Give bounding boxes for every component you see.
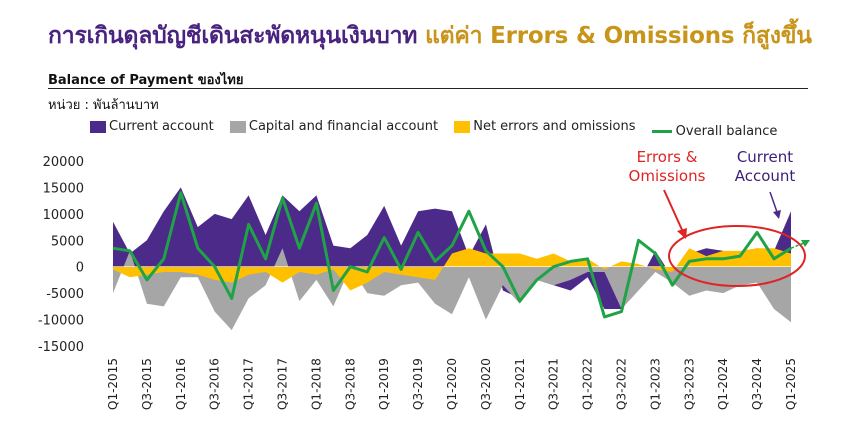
x-axis-ticks: Q1-2015 Q3-2015 Q1-2016 Q3-2016 Q1-2017 Q3-20…: [106, 358, 798, 410]
line-overall-balance: [112, 191, 792, 319]
y-tick-label: -5000: [46, 287, 84, 302]
legend-label-errors: Net errors and omissions: [473, 119, 636, 134]
y-tick-label: 10000: [43, 208, 84, 223]
legend-item-current: Current account: [90, 119, 214, 134]
x-tick-label: Q1-2019: [377, 358, 391, 410]
y-tick-label: 5000: [51, 234, 84, 249]
x-tick-label: Q3-2018: [343, 358, 357, 410]
y-tick-label: -10000: [38, 314, 84, 329]
legend-item-capital: Capital and financial account: [229, 119, 439, 134]
legend-swatch-capital: [229, 120, 246, 133]
overall-trend-arrow-line: [790, 242, 805, 249]
legend: Current account Capital and financial ac…: [90, 119, 789, 139]
overall-trend-arrow-head: [801, 240, 810, 247]
x-tick-label: Q1-2017: [242, 358, 256, 410]
area-net-errors: [113, 248, 791, 291]
x-tick-label: Q3-2022: [615, 358, 629, 410]
title-part-2: แต่ค่า Errors & Omissions ก็สูงขึ้น: [425, 23, 812, 49]
title-part-1: การเกินดุลบัญชีเดินสะพัดหนุนเงินบาท: [48, 23, 418, 49]
y-tick-label: 15000: [43, 181, 84, 196]
errors-arrow-line: [663, 189, 684, 233]
x-tick-label: Q1-2024: [716, 358, 730, 410]
x-tick-label: Q1-2022: [581, 358, 595, 410]
chart-subtitle: Balance of Payment ของไทย: [48, 73, 244, 88]
x-tick-label: Q1-2016: [174, 358, 188, 410]
x-tick-label: Q3-2021: [547, 358, 561, 410]
legend-swatch-overall: [651, 129, 672, 133]
errors-arrow-head: [677, 228, 687, 239]
y-tick-label: 0: [76, 261, 84, 276]
x-tick-label: Q1-2018: [309, 358, 323, 410]
annotation-current: Current Account: [734, 148, 796, 185]
legend-item-overall: Overall balance: [651, 123, 778, 139]
annotation-layer: [663, 189, 810, 287]
errors-highlight-ellipse: [668, 225, 806, 287]
y-tick-label: 20000: [43, 155, 84, 170]
x-tick-label: Q3-2017: [276, 358, 290, 410]
current-arrow-line: [769, 191, 778, 213]
x-tick-label: Q3-2020: [479, 358, 493, 410]
line-layer: [112, 191, 792, 319]
area-layer: [113, 187, 791, 331]
x-tick-label: Q3-2023: [682, 358, 696, 410]
legend-swatch-errors: [454, 120, 471, 133]
unit-label: หน่วย : พันล้านบาท: [48, 98, 159, 113]
current-arrow-head: [773, 210, 781, 219]
divider: [48, 88, 808, 89]
y-tick-label: -15000: [38, 340, 84, 355]
x-tick-label: Q1-2025: [784, 358, 798, 410]
x-tick-label: Q1-2021: [513, 358, 527, 410]
y-axis-ticks: 20000 15000 10000 5000 0 -5000 -10000 -15000: [38, 155, 84, 355]
x-tick-label: Q1-2020: [445, 358, 459, 410]
area-capital-financial: [113, 248, 791, 331]
legend-label-current: Current account: [109, 119, 214, 134]
legend-item-errors: Net errors and omissions: [454, 119, 636, 134]
x-tick-label: Q1-2023: [648, 358, 662, 410]
chart-title: การเกินดุลบัญชีเดินสะพัดหนุนเงินบาท แต่ค…: [48, 18, 812, 54]
x-tick-label: Q3-2024: [750, 358, 764, 410]
legend-swatch-current: [90, 120, 106, 133]
legend-label-capital: Capital and financial account: [248, 119, 439, 134]
x-tick-label: Q3-2016: [208, 358, 222, 410]
annotation-errors: Errors & Omissions: [628, 148, 706, 185]
x-tick-label: Q1-2015: [106, 358, 120, 410]
x-tick-label: Q3-2019: [411, 358, 425, 410]
legend-label-overall: Overall balance: [675, 123, 778, 139]
x-tick-label: Q3-2015: [140, 358, 154, 410]
